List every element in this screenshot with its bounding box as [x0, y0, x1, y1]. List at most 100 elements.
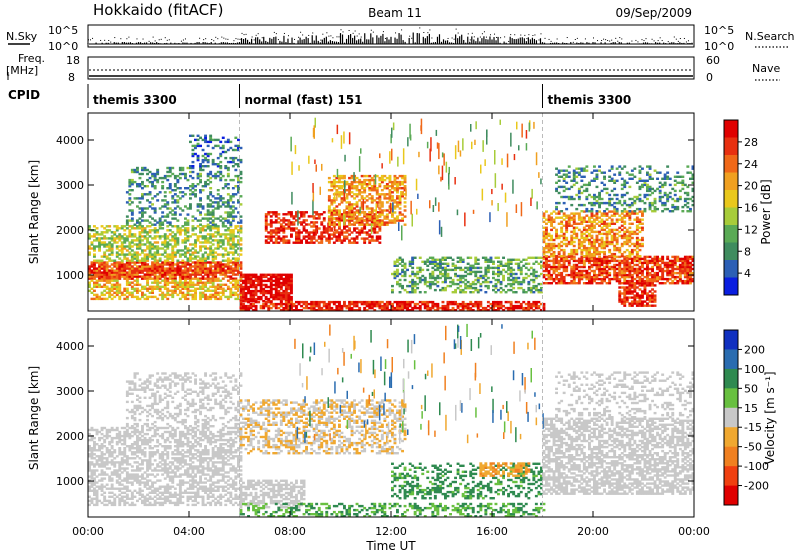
- power-cell: [401, 258, 404, 261]
- power-cell: [403, 215, 407, 218]
- power-cell: [211, 138, 215, 142]
- power-cell: [239, 267, 243, 270]
- power-cell: [130, 217, 134, 220]
- power-cell: [199, 271, 202, 274]
- search-trace-dot: [348, 30, 350, 32]
- power-cell: [403, 278, 407, 282]
- power-cell: [388, 195, 392, 198]
- power-cell: [325, 229, 329, 232]
- power-cell: [529, 286, 533, 290]
- power-cell: [123, 293, 127, 297]
- power-cell: [269, 281, 273, 285]
- power-cell: [279, 293, 283, 297]
- power-cell: [146, 245, 149, 248]
- power-cell: [186, 223, 190, 226]
- power-cell: [209, 199, 213, 202]
- power-cell: [199, 263, 202, 266]
- power-cell: [499, 270, 503, 274]
- power-cell: [297, 239, 301, 242]
- power-cell: [224, 185, 228, 188]
- power-cell: [605, 265, 609, 269]
- power-cell: [552, 269, 556, 273]
- power-cell: [90, 243, 94, 246]
- power-cell: [237, 235, 240, 238]
- power-cell: [570, 279, 574, 283]
- power-cell: [613, 265, 617, 269]
- power-cell: [519, 260, 523, 263]
- power-cell: [348, 223, 351, 226]
- power-cell: [244, 277, 248, 281]
- power-cell: [459, 288, 463, 292]
- power-cell: [620, 269, 624, 273]
- power-cell: [141, 180, 144, 184]
- power-cell: [166, 178, 170, 182]
- power-cell: [108, 225, 112, 228]
- power-cell: [221, 217, 225, 220]
- power-cell: [277, 229, 281, 232]
- power-cell: [580, 277, 584, 281]
- power-cell: [643, 255, 647, 259]
- power-cell: [560, 263, 564, 267]
- power-cell: [269, 275, 273, 279]
- power-cell: [88, 289, 91, 292]
- power-cell: [332, 180, 336, 184]
- power-cell: [330, 219, 334, 222]
- power-cell: [146, 253, 149, 256]
- power-cell: [658, 259, 662, 263]
- power-cell: [231, 237, 235, 240]
- power-cell: [340, 176, 344, 180]
- power-cell: [300, 213, 303, 216]
- power-cell: [325, 302, 329, 306]
- power-cell: [466, 284, 470, 288]
- search-trace-dot: [211, 39, 213, 41]
- power-cell: [173, 185, 177, 188]
- power-cell: [368, 187, 372, 190]
- power-cell: [413, 272, 417, 276]
- power-cell: [103, 283, 107, 286]
- power-cell: [444, 306, 447, 310]
- power-cell: [666, 271, 670, 275]
- power-cell: [211, 275, 215, 278]
- power-cell: [176, 187, 180, 190]
- power-cell: [136, 205, 139, 208]
- power-cell: [560, 279, 564, 283]
- power-cell: [216, 233, 220, 236]
- power-cell: [148, 170, 152, 174]
- power-cell: [166, 287, 170, 290]
- power-cell: [186, 231, 190, 234]
- power-cell: [158, 267, 162, 270]
- power-cell: [138, 185, 142, 188]
- power-cell: [209, 253, 213, 256]
- power-cell: [507, 300, 510, 304]
- power-cell: [163, 275, 167, 278]
- power-cell: [138, 259, 142, 262]
- power-cell: [95, 273, 99, 276]
- power-cell: [146, 275, 149, 278]
- power-cell: [151, 247, 154, 250]
- power-cell: [224, 237, 228, 240]
- power-cell: [196, 267, 200, 270]
- power-cell: [552, 257, 556, 261]
- power-cell: [113, 265, 117, 268]
- power-cell: [209, 247, 213, 250]
- power-cell: [284, 295, 288, 299]
- power-cell: [628, 273, 632, 277]
- power-cell: [305, 306, 308, 310]
- power-cell: [216, 144, 220, 148]
- power-cell: [143, 227, 147, 230]
- power-cell: [373, 219, 377, 222]
- power-cell: [476, 270, 480, 274]
- power-cell: [173, 183, 177, 186]
- power-cell: [287, 223, 291, 226]
- power-cell: [216, 263, 220, 266]
- power-cell: [383, 178, 387, 182]
- power-cell: [176, 231, 180, 234]
- power-cell: [173, 233, 177, 236]
- power-cell: [391, 306, 394, 310]
- power-cell: [540, 266, 543, 270]
- power-cell: [201, 205, 205, 208]
- power-cell: [391, 180, 394, 184]
- power-cell: [231, 263, 235, 266]
- power-cell: [146, 265, 149, 268]
- power-cell: [391, 302, 394, 306]
